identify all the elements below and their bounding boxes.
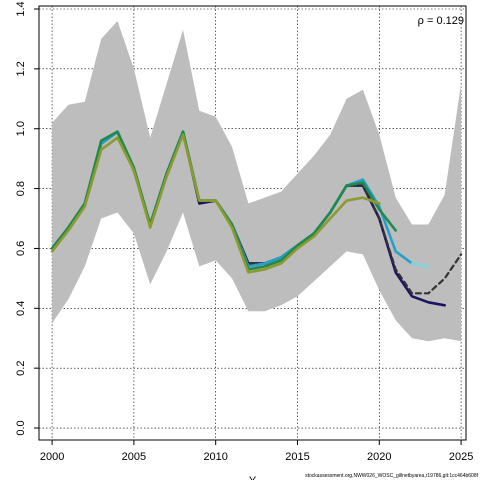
series-line-6 — [50, 133, 381, 274]
source-footer: stockassessment.org,NWW026_WOSC_gillnetb… — [305, 473, 478, 479]
y-tick-label: 0.0 — [15, 420, 27, 435]
confidence-band-area — [52, 21, 462, 342]
y-tick-label: 1.0 — [15, 121, 27, 136]
x-tick-label: 2010 — [203, 451, 227, 463]
x-tick-label: 2025 — [449, 451, 473, 463]
confidence-band — [52, 21, 462, 342]
y-tick-label: 0.4 — [15, 301, 27, 316]
rho-annotation: ρ = 0.129 — [418, 15, 464, 27]
y-tick-label: 1.4 — [15, 1, 27, 16]
x-axis: 2000 2005 2010 2015 2020 2025 — [40, 440, 473, 463]
y-tick-label: 0.8 — [15, 181, 27, 196]
x-tick-label: 2020 — [367, 451, 391, 463]
x-tick-label: 2015 — [285, 451, 309, 463]
y-axis: 0.0 0.2 0.4 0.6 0.8 1.0 1.2 1.4 — [15, 1, 39, 436]
series-lines — [50, 130, 463, 307]
x-tick-label: 2005 — [122, 451, 146, 463]
x-axis-title: Y — [249, 475, 257, 480]
x-tick-label: 2000 — [40, 451, 64, 463]
series-line-4 — [410, 262, 430, 268]
y-tick-label: 1.2 — [15, 61, 27, 76]
y-tick-label: 0.2 — [15, 361, 27, 376]
plot-frame — [38, 5, 467, 441]
y-tick-label: 0.6 — [15, 241, 27, 256]
